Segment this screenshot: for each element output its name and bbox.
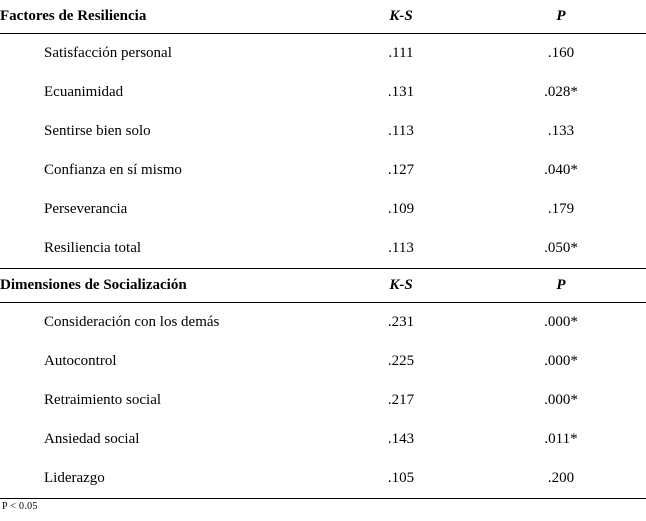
row-p: .050*	[476, 229, 646, 269]
row-p: .000*	[476, 303, 646, 343]
row-ks: .113	[326, 112, 476, 151]
section2-col-p: P	[476, 269, 646, 303]
row-name: Resiliencia total	[0, 229, 326, 269]
table-row: Retraimiento social .217 .000*	[0, 381, 646, 420]
row-name: Consideración con los demás	[0, 303, 326, 343]
row-ks: .109	[326, 190, 476, 229]
table-row: Ecuanimidad .131 .028*	[0, 73, 646, 112]
stats-table-page: Factores de Resiliencia K-S P Satisfacci…	[0, 0, 646, 521]
table-row: Sentirse bien solo .113 .133	[0, 112, 646, 151]
row-p: .000*	[476, 342, 646, 381]
row-ks: .225	[326, 342, 476, 381]
table-row: Perseverancia .109 .179	[0, 190, 646, 229]
row-p: .000*	[476, 381, 646, 420]
section2-title: Dimensiones de Socialización	[0, 269, 326, 303]
row-p: .028*	[476, 73, 646, 112]
row-ks: .131	[326, 73, 476, 112]
section2-col-ks: K-S	[326, 269, 476, 303]
row-name: Retraimiento social	[0, 381, 326, 420]
row-ks: .231	[326, 303, 476, 343]
stats-table: Factores de Resiliencia K-S P Satisfacci…	[0, 0, 646, 499]
row-name: Autocontrol	[0, 342, 326, 381]
row-ks: .127	[326, 151, 476, 190]
row-ks: .217	[326, 381, 476, 420]
row-ks: .105	[326, 459, 476, 499]
footnote: P < 0.05	[0, 499, 646, 512]
row-name: Ansiedad social	[0, 420, 326, 459]
row-p: .133	[476, 112, 646, 151]
row-p: .040*	[476, 151, 646, 190]
row-name: Confianza en sí mismo	[0, 151, 326, 190]
row-p: .160	[476, 34, 646, 74]
row-ks: .111	[326, 34, 476, 74]
row-p: .011*	[476, 420, 646, 459]
table-row: Resiliencia total .113 .050*	[0, 229, 646, 269]
section1-col-p: P	[476, 0, 646, 34]
table-row: Consideración con los demás .231 .000*	[0, 303, 646, 343]
row-name: Ecuanimidad	[0, 73, 326, 112]
section1-col-ks: K-S	[326, 0, 476, 34]
table-row: Liderazgo .105 .200	[0, 459, 646, 499]
table-row: Satisfacción personal .111 .160	[0, 34, 646, 74]
row-ks: .143	[326, 420, 476, 459]
row-name: Satisfacción personal	[0, 34, 326, 74]
row-name: Liderazgo	[0, 459, 326, 499]
row-name: Sentirse bien solo	[0, 112, 326, 151]
section1-header-row: Factores de Resiliencia K-S P	[0, 0, 646, 34]
table-row: Autocontrol .225 .000*	[0, 342, 646, 381]
row-name: Perseverancia	[0, 190, 326, 229]
row-p: .179	[476, 190, 646, 229]
row-ks: .113	[326, 229, 476, 269]
table-row: Ansiedad social .143 .011*	[0, 420, 646, 459]
table-row: Confianza en sí mismo .127 .040*	[0, 151, 646, 190]
section1-title: Factores de Resiliencia	[0, 0, 326, 34]
section2-header-row: Dimensiones de Socialización K-S P	[0, 269, 646, 303]
row-p: .200	[476, 459, 646, 499]
